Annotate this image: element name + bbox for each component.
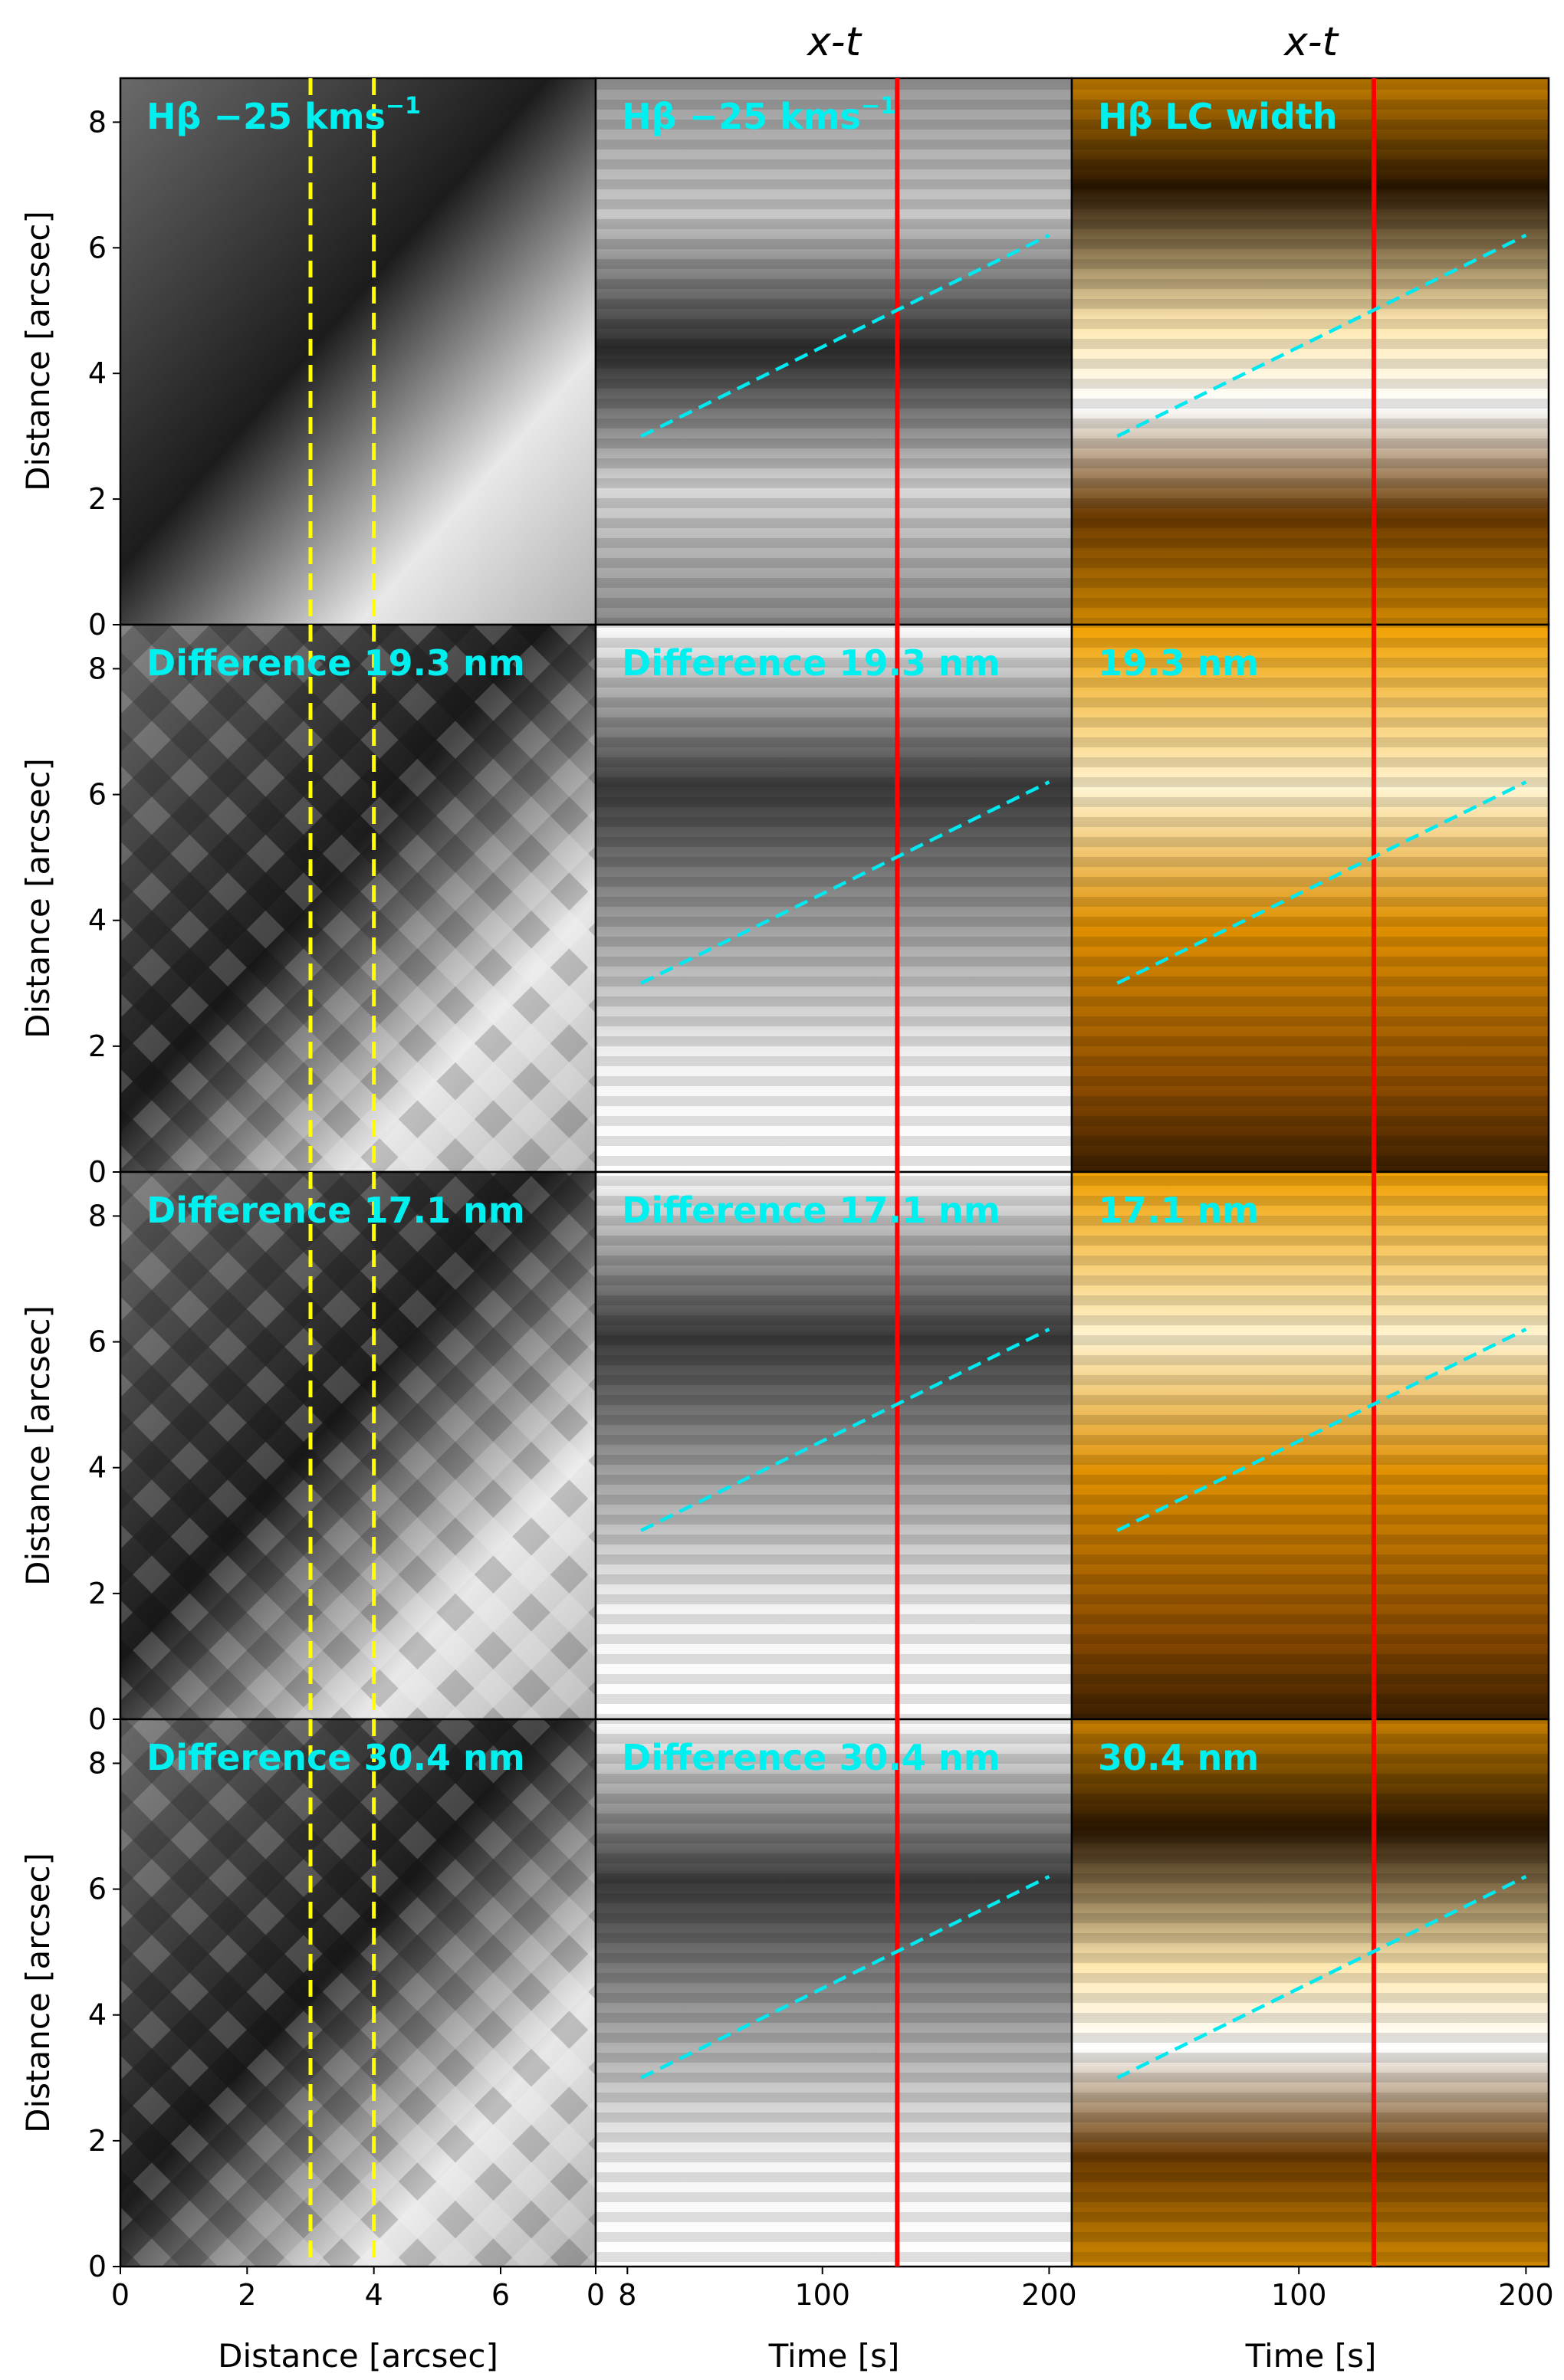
y-tick-label: 2 (88, 2124, 107, 2158)
panel-label-r4-c2: Difference 30.4 nm (622, 1737, 1001, 1778)
panel-label-r2-c2: Difference 19.3 nm (622, 642, 1001, 684)
panel-labels: Hβ −25 kms−1 Hβ −25 kms−1 Hβ LC width Diffe… (146, 93, 1337, 1778)
fit-line-r4-c3 (1116, 1875, 1527, 2080)
fit-line-r2-c3 (1116, 780, 1527, 985)
y-tick-label: 6 (88, 231, 107, 264)
panel-stripes-r3-c2 (596, 1172, 1072, 1719)
y-tick-label: 0 (88, 1155, 107, 1189)
panels (119, 77, 1550, 2268)
x-tick-label-time: 100 (794, 2278, 850, 2312)
x-tick-label-time-right: 100 (1271, 2278, 1327, 2312)
x-tick-label-time: 200 (1021, 2278, 1077, 2312)
panel-stripes-r1-c3 (1072, 78, 1549, 625)
y-tick-label: 6 (88, 1325, 107, 1359)
x-axis-label-map: Distance [arcsec] (218, 2337, 498, 2375)
y-tick-label: 6 (88, 778, 107, 812)
y-tick-label: 0 (88, 608, 107, 642)
panel-label-r3-c2: Difference 17.1 nm (622, 1190, 1001, 1231)
panel-label-r4-c1: Difference 30.4 nm (146, 1737, 525, 1778)
panel-stripes-r2-c2 (596, 625, 1072, 1172)
y-tick-label: 8 (88, 1746, 107, 1780)
y-axis-label-row-3: Distance [arcsec] (19, 1305, 57, 1586)
panel-label-r3-c1: Difference 17.1 nm (146, 1190, 525, 1231)
panel-label-r1-c1: Hβ −25 kms−1 (146, 93, 421, 137)
panel-label-r1-c3: Hβ LC width (1098, 96, 1337, 137)
y-tick-label: 0 (88, 1702, 107, 1736)
y-tick-label: 2 (88, 1577, 107, 1610)
panel-stripes-r3-c3 (1072, 1172, 1549, 1719)
fit-line-r4-c2 (640, 1875, 1050, 2080)
y-tick-label: 4 (88, 1451, 107, 1485)
x-tick-label-map: 4 (365, 2278, 383, 2312)
x-tick-label-time: 0 (586, 2278, 605, 2312)
x-axis-label-time: Time [s] (768, 2337, 900, 2375)
y-tick-label: 2 (88, 482, 107, 516)
panel-label-r2-c1: Difference 19.3 nm (146, 642, 525, 684)
panel-label-r4-c3: 30.4 nm (1098, 1737, 1259, 1778)
y-tick-label: 0 (88, 2250, 107, 2283)
panel-label-r1-c2: Hβ −25 kms−1 (622, 93, 896, 137)
panel-texture-r4 (120, 1719, 596, 2267)
y-tick-label: 4 (88, 1998, 107, 2032)
panel-stripes-r1-c2 (596, 78, 1072, 625)
y-axis-label-row-1: Distance [arcsec] (19, 211, 57, 491)
panel-stripes-r2-c3 (1072, 625, 1549, 1172)
panel-image-r1-c1 (120, 78, 596, 625)
panel-frame-r4-c3 (1070, 1718, 1550, 2268)
panel-stripes-r4-c2 (596, 1719, 1072, 2267)
panel-label-superscript: −1 (386, 93, 421, 120)
x-axis-label-time-right: Time [s] (1245, 2337, 1377, 2375)
y-axis-label-row-2: Distance [arcsec] (19, 758, 57, 1039)
fit-line-r3-c2 (640, 1328, 1050, 1532)
x-tick-label-map: 6 (491, 2278, 510, 2312)
panel-label-r3-c3: 17.1 nm (1098, 1190, 1259, 1231)
x-tick-label-map: 2 (238, 2278, 256, 2312)
y-tick-label: 8 (88, 652, 107, 685)
y-tick-label: 4 (88, 356, 107, 390)
y-tick-label: 6 (88, 1873, 107, 1906)
column-title-3: x-t (1283, 19, 1339, 65)
fit-line-r3-c3 (1116, 1328, 1527, 1532)
column-title-2: x-t (806, 19, 863, 65)
panel-texture-r3 (120, 1172, 596, 1719)
y-tick-label: 8 (88, 105, 107, 139)
x-tick-label-map: 0 (111, 2278, 130, 2312)
x-tick-label-map: 8 (618, 2278, 636, 2312)
panel-label-superscript: −1 (861, 93, 896, 120)
x-tick-label-time-right: 200 (1498, 2278, 1554, 2312)
y-tick-label: 2 (88, 1029, 107, 1063)
y-tick-label: 8 (88, 1199, 107, 1233)
fit-line-r2-c2 (640, 780, 1050, 985)
y-axis-label-row-4: Distance [arcsec] (19, 1853, 57, 2133)
overlays (308, 78, 1527, 2267)
y-tick-label: 4 (88, 904, 107, 937)
fit-line-r1-c3 (1116, 233, 1527, 438)
fit-line-r1-c2 (640, 233, 1050, 438)
panel-label-r2-c3: 19.3 nm (1098, 642, 1259, 684)
panel-stripes-r4-c3 (1072, 1719, 1549, 2267)
panel-texture-r2 (120, 625, 596, 1172)
